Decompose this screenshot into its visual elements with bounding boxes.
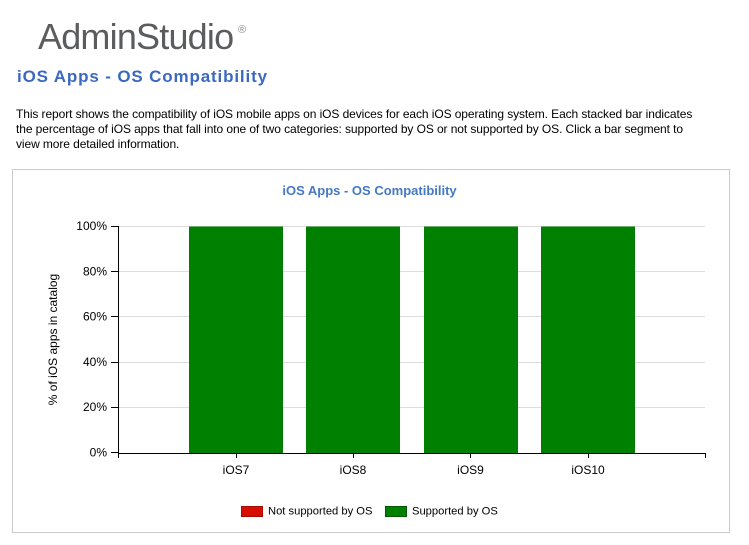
svg-text:20%: 20% [83, 400, 107, 414]
svg-text:iOS9: iOS9 [457, 463, 484, 477]
svg-text:iOS8: iOS8 [340, 463, 367, 477]
svg-text:% of iOS apps in catalog: % of iOS apps in catalog [46, 274, 60, 405]
svg-text:0%: 0% [90, 445, 108, 459]
svg-text:iOS10: iOS10 [571, 463, 605, 477]
svg-text:Not supported by OS: Not supported by OS [268, 506, 372, 518]
svg-text:60%: 60% [83, 310, 107, 324]
svg-text:Supported by OS: Supported by OS [412, 506, 498, 518]
svg-text:80%: 80% [83, 264, 107, 278]
svg-text:100%: 100% [76, 219, 107, 233]
svg-text:40%: 40% [83, 355, 107, 369]
svg-text:iOS7: iOS7 [223, 463, 250, 477]
svg-text:iOS Apps - OS Compatibility: iOS Apps - OS Compatibility [282, 183, 457, 198]
